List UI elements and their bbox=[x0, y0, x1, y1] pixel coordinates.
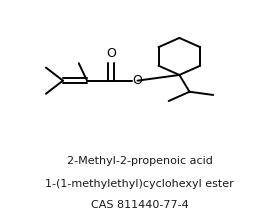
Text: 2-Methyl-2-propenoic acid: 2-Methyl-2-propenoic acid bbox=[67, 156, 212, 166]
Text: CAS 811440-77-4: CAS 811440-77-4 bbox=[91, 200, 188, 210]
Text: O: O bbox=[106, 47, 116, 60]
Text: 1-(1-methylethyl)cyclohexyl ester: 1-(1-methylethyl)cyclohexyl ester bbox=[45, 179, 234, 189]
Text: O: O bbox=[133, 74, 143, 87]
